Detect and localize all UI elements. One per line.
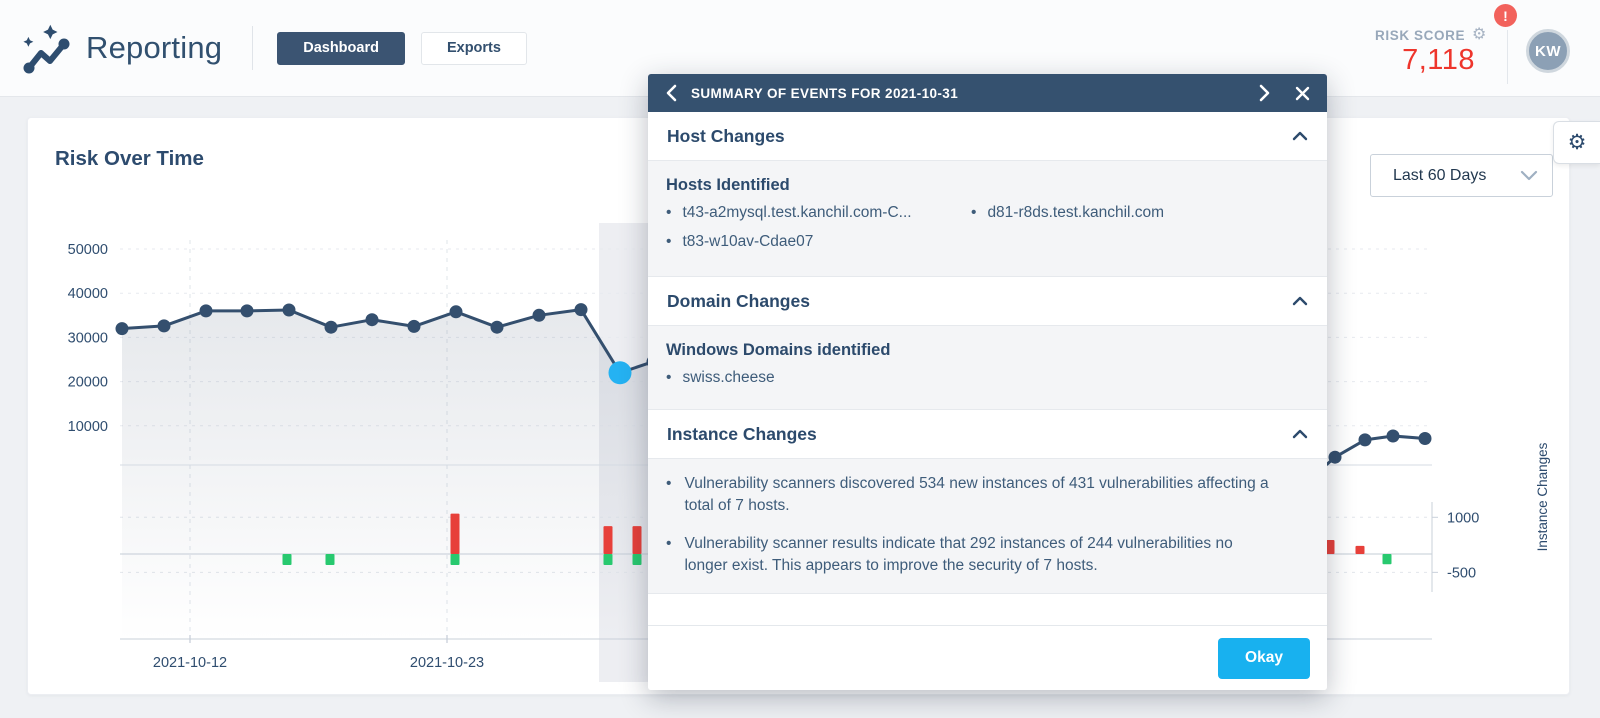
close-icon	[1295, 86, 1310, 100]
settings-flyout-tab[interactable]: ⚙	[1553, 121, 1600, 164]
chevron-up-icon	[1292, 296, 1308, 306]
risk-data-point[interactable]	[324, 320, 338, 334]
bullet-icon: •	[971, 204, 977, 221]
risk-score-widget: RISK SCORE ⚙ 7,118	[1375, 27, 1487, 77]
risk-data-point[interactable]	[1418, 432, 1432, 445]
instance-changes-axis-label: Instance Changes	[1535, 442, 1550, 551]
instance-change-bar-removed[interactable]	[632, 554, 642, 566]
next-day-button[interactable]	[1257, 82, 1273, 104]
risk-area-fill	[122, 309, 653, 640]
date-range-dropdown[interactable]: Last 60 Days	[1370, 154, 1553, 197]
gear-icon: ⚙	[1567, 131, 1587, 154]
x-axis-tick-label: 2021-10-23	[410, 655, 484, 671]
risk-score-label: RISK SCORE	[1375, 27, 1466, 43]
risk-line	[120, 308, 655, 375]
risk-data-point[interactable]	[490, 320, 504, 334]
bullet-icon: •	[666, 233, 672, 250]
hosts-identified-heading: Hosts Identified	[666, 176, 790, 194]
risk-data-point[interactable]	[407, 319, 421, 333]
date-range-value: Last 60 Days	[1393, 166, 1487, 184]
instance-change-bar-added[interactable]	[1325, 540, 1335, 554]
chevron-left-icon	[666, 84, 677, 102]
host-list-item: • d81-r8ds.test.kanchil.com	[971, 204, 1165, 221]
risk-data-point[interactable]	[574, 303, 588, 317]
risk-data-point[interactable]	[1358, 433, 1372, 447]
selected-risk-data-point[interactable]	[608, 361, 632, 385]
summary-of-events-modal: SUMMARY OF EVENTS FOR 2021-10-31 Host Ch…	[648, 74, 1327, 690]
previous-day-button[interactable]	[663, 82, 679, 104]
collapsed-section-strip	[648, 594, 1327, 626]
instance-change-bar-removed[interactable]	[450, 554, 460, 566]
y-axis-tick-label: 10000	[68, 419, 108, 435]
host-changes-content: Hosts Identified • t43-a2mysql.test.kanc…	[648, 160, 1327, 277]
bullet-icon: •	[666, 204, 672, 221]
modal-title: SUMMARY OF EVENTS FOR 2021-10-31	[691, 85, 959, 101]
risk-data-point[interactable]	[1386, 429, 1400, 443]
y-axis-tick-label: 30000	[68, 330, 108, 346]
section-title: Host Changes	[667, 125, 785, 146]
chevron-down-icon	[1520, 170, 1538, 181]
instance-change-bar-added[interactable]	[632, 526, 642, 554]
section-title: Domain Changes	[667, 290, 810, 311]
instance-change-bar-removed[interactable]	[282, 554, 292, 566]
tab-dashboard[interactable]: Dashboard	[277, 31, 405, 65]
okay-button[interactable]: Okay	[1218, 637, 1310, 679]
instance-change-bar-added[interactable]	[603, 526, 613, 554]
modal-header: SUMMARY OF EVENTS FOR 2021-10-31	[648, 74, 1327, 112]
risk-data-point[interactable]	[157, 319, 171, 333]
risk-data-point[interactable]	[282, 303, 296, 317]
right-axis-tick-label: 1000	[1447, 510, 1479, 526]
domain-list-item: • swiss.cheese	[666, 369, 775, 386]
instance-change-bullet: • Vulnerability scanner results indicate…	[666, 533, 1297, 577]
risk-line	[1325, 434, 1427, 466]
risk-data-point[interactable]	[1328, 450, 1342, 464]
y-axis-tick-label: 40000	[68, 286, 108, 302]
section-header-instance-changes[interactable]: Instance Changes	[648, 410, 1327, 458]
chevron-right-icon	[1259, 84, 1270, 102]
header-divider	[252, 26, 254, 70]
x-axis-tick-label: 2021-10-12	[153, 655, 227, 671]
section-title: Instance Changes	[667, 423, 817, 444]
risk-data-point[interactable]	[240, 304, 254, 318]
instance-change-bar-added[interactable]	[450, 513, 460, 554]
user-avatar[interactable]: KW	[1526, 29, 1570, 73]
chevron-up-icon	[1292, 429, 1308, 439]
host-list-item: • t43-a2mysql.test.kanchil.com-C...	[666, 204, 912, 221]
y-axis-tick-label: 20000	[68, 375, 108, 391]
close-button[interactable]	[1293, 84, 1312, 103]
right-axis-tick-label: -500	[1447, 565, 1476, 581]
trend-sparkle-logo-icon	[23, 24, 70, 74]
risk-data-point[interactable]	[199, 304, 213, 318]
risk-score-value: 7,118	[1402, 44, 1475, 76]
modal-footer: Okay	[648, 626, 1327, 690]
page-title: Reporting	[86, 30, 223, 65]
instance-change-bar-removed[interactable]	[325, 554, 335, 566]
windows-domains-heading: Windows Domains identified	[666, 341, 891, 359]
risk-data-point[interactable]	[532, 308, 546, 322]
domain-changes-content: Windows Domains identified • swiss.chees…	[648, 325, 1327, 410]
instance-change-bar-added[interactable]	[1355, 545, 1365, 554]
tab-exports[interactable]: Exports	[420, 31, 527, 65]
y-axis-tick-label: 50000	[68, 242, 108, 258]
bullet-icon: •	[666, 475, 672, 492]
instance-change-bullet: • Vulnerability scanners discovered 534 …	[666, 473, 1297, 517]
header-right-divider	[1507, 30, 1508, 84]
bullet-icon: •	[666, 535, 672, 552]
instance-change-bar-removed[interactable]	[1382, 554, 1392, 565]
instance-changes-content: • Vulnerability scanners discovered 534 …	[648, 458, 1327, 594]
risk-data-point[interactable]	[449, 305, 463, 319]
host-list-item: • t83-w10av-Cdae07	[666, 233, 814, 250]
section-header-host-changes[interactable]: Host Changes	[648, 112, 1327, 160]
chevron-up-icon	[1292, 131, 1308, 141]
app-logo: Reporting	[16, 17, 222, 79]
chart-title: Risk Over Time	[55, 147, 204, 170]
section-header-domain-changes[interactable]: Domain Changes	[648, 277, 1327, 325]
risk-data-point[interactable]	[365, 313, 379, 327]
risk-data-point[interactable]	[115, 322, 129, 336]
alert-badge[interactable]: !	[1494, 4, 1517, 27]
risk-score-gear-icon[interactable]: ⚙	[1472, 26, 1487, 43]
instance-change-bar-removed[interactable]	[603, 554, 613, 566]
bullet-icon: •	[666, 369, 672, 386]
